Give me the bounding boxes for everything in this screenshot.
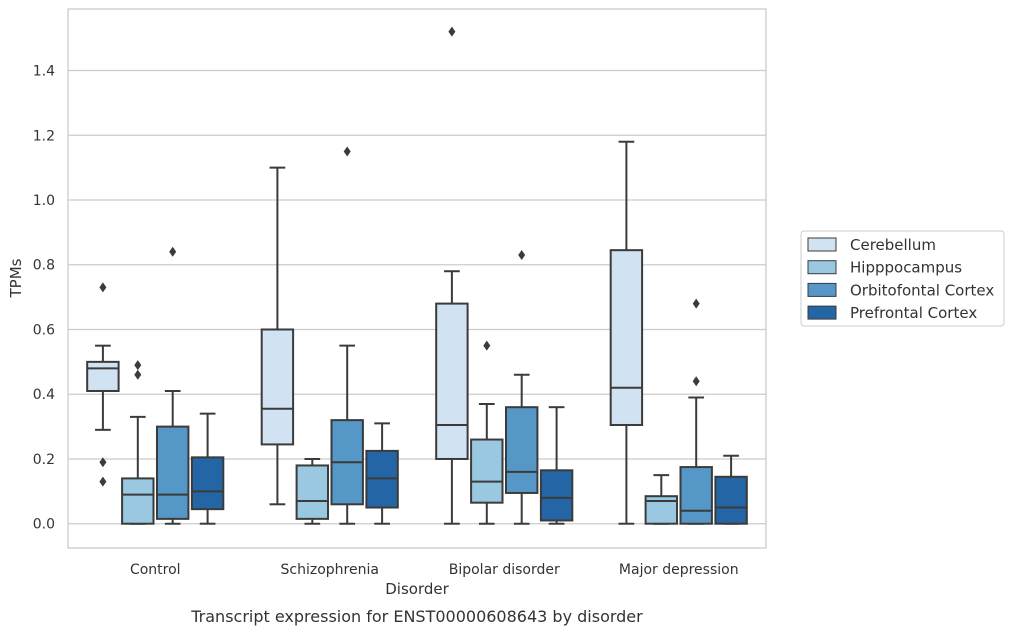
legend-swatch	[807, 305, 837, 320]
box-iqr	[470, 438, 504, 504]
box-2-1	[470, 340, 504, 525]
outlier-point	[692, 298, 700, 309]
box-2-0	[435, 26, 469, 525]
box-1-0	[260, 166, 295, 506]
legend-label: Hipppocampus	[850, 259, 962, 277]
legend-label: Prefrontal Cortex	[850, 304, 977, 322]
box-iqr	[435, 302, 469, 460]
box-iqr	[260, 328, 295, 446]
legend-swatch	[807, 237, 837, 252]
box-iqr	[609, 249, 644, 426]
plot-frame	[67, 8, 767, 549]
outlier-point	[99, 282, 107, 293]
outlier-point	[134, 369, 142, 380]
outlier-point	[343, 146, 351, 157]
chart-caption: Transcript expression for ENST0000060864…	[190, 607, 643, 626]
outlier-point	[483, 340, 491, 351]
x-tick-label: Major depression	[619, 562, 739, 578]
box-iqr	[295, 464, 330, 520]
box-iqr	[155, 425, 190, 520]
x-tick-label: Bipolar disorder	[449, 562, 560, 578]
legend-label: Orbitofontal Cortex	[850, 281, 994, 299]
box-3-1	[644, 474, 679, 525]
box-3-0	[609, 140, 644, 525]
outlier-point	[518, 250, 526, 261]
y-tick-label: 1.2	[33, 128, 55, 144]
box-0-2	[155, 246, 190, 525]
x-tick-labels: Control Schizophrenia Bipolar disorder Majo…	[130, 562, 739, 578]
box-3-3	[714, 454, 748, 525]
box-3-2	[679, 298, 713, 525]
legend-label: Cerebellum	[850, 236, 936, 254]
y-tick-label: 0.6	[33, 322, 55, 338]
y-tick-label: 0.8	[33, 258, 55, 274]
y-tick-label: 0.0	[33, 517, 55, 533]
y-tick-label: 1.0	[33, 193, 55, 209]
box-iqr	[679, 466, 713, 525]
box-iqr	[504, 406, 539, 494]
outlier-point	[169, 246, 177, 257]
box-iqr	[714, 475, 748, 525]
outlier-point	[134, 360, 142, 371]
box-iqr	[190, 456, 225, 511]
legend-frame	[800, 230, 1005, 327]
x-tick-label: Schizophrenia	[281, 562, 379, 578]
y-tick-label: 0.4	[33, 387, 55, 403]
legend-swatch	[807, 260, 837, 275]
y-tick-labels: 0.0 0.2 0.4 0.6 0.8 1.0 1.2 1.4	[33, 64, 55, 533]
y-tick-label: 0.2	[33, 452, 55, 468]
outlier-point	[99, 457, 107, 468]
box-0-3	[190, 412, 225, 525]
box-iqr	[121, 477, 155, 525]
box-iqr	[86, 360, 120, 392]
box-1-1	[295, 457, 330, 525]
x-axis-label: Disorder	[385, 580, 449, 598]
box-2-2	[504, 250, 539, 525]
x-tick-label: Control	[130, 562, 181, 578]
box-iqr	[539, 469, 574, 522]
legend-swatch	[807, 282, 837, 297]
legend: Cerebellum Hipppocampus Orbitofontal Corte…	[800, 230, 1005, 327]
box-1-3	[365, 422, 399, 525]
box-0-0	[86, 282, 120, 487]
box-0-1	[121, 360, 155, 525]
y-tick-label: 1.4	[33, 64, 55, 80]
box-2-3	[539, 406, 574, 525]
outlier-point	[692, 376, 700, 387]
box-1-2	[330, 146, 364, 525]
y-axis-label: TPMs	[7, 258, 25, 298]
outlier-point	[448, 26, 456, 37]
box-groups	[86, 26, 748, 525]
outlier-point	[99, 476, 107, 487]
